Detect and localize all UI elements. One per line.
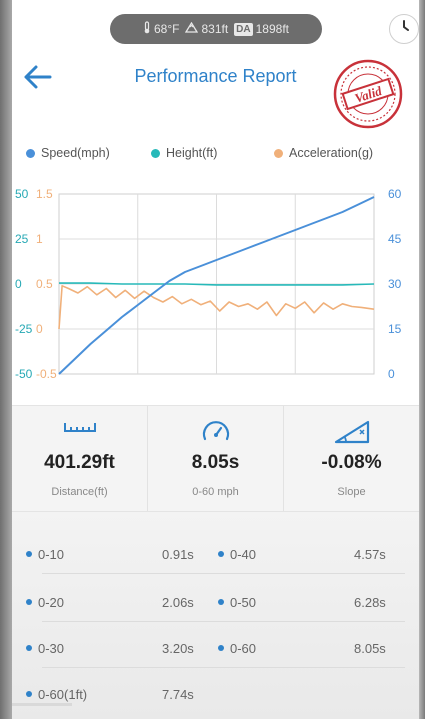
chart-legend: Speed(mph) Height(ft) Acceleration(g) [12, 146, 419, 166]
split-label: 0-60 [230, 640, 257, 656]
legend-height: Height(ft) [151, 146, 217, 160]
split-label: 0-40 [230, 546, 257, 562]
row-divider [42, 573, 405, 574]
acceleration-tick-label: -0.5 [36, 367, 57, 381]
temperature-value: 68°F [153, 22, 180, 36]
split-label: 0-30 [38, 640, 65, 656]
stats-panel: 401.29ft Distance(ft) 8.05s 0-60 mph -0.… [12, 405, 419, 512]
legend-acceleration-label: Acceleration(g) [289, 146, 374, 160]
height-tick-label: -25 [15, 322, 33, 336]
speedometer-icon [201, 420, 231, 447]
altitude-value: 831ft [201, 22, 229, 36]
device-edge-left [0, 0, 12, 719]
bullet-dot [26, 551, 32, 557]
split-time: 4.57s [354, 546, 386, 562]
series-line-acceleration [58, 285, 375, 330]
page-title: Performance Report [134, 66, 297, 86]
legend-speed-label: Speed(mph) [41, 146, 110, 160]
speed-tick-label: 0 [388, 367, 395, 381]
thermometer-icon [143, 21, 151, 37]
conditions-bar: 68°F 831ft DA 1898ft [110, 14, 322, 44]
split-row: 0-20 2.06s 0-50 6.28s [12, 582, 419, 622]
acceleration-tick-label: 0 [36, 322, 43, 336]
bullet-dot [218, 551, 224, 557]
height-tick-label: 0 [15, 277, 22, 291]
split-item: 0-50 [218, 582, 256, 622]
altitude-readout: 831ft [185, 21, 229, 36]
zero-to-sixty-label: 0-60 mph [192, 486, 239, 498]
split-time: 7.74s [162, 686, 194, 702]
stat-distance: 401.29ft Distance(ft) [12, 406, 148, 511]
density-altitude-value: 1898ft [255, 22, 289, 36]
legend-height-swatch [151, 148, 160, 158]
acceleration-tick-label: 1.5 [36, 187, 53, 201]
split-label: 0-10 [38, 546, 65, 562]
acceleration-tick-label: 0.5 [36, 277, 53, 291]
split-time: 2.06s [162, 594, 194, 610]
clock-icon [394, 17, 414, 42]
series-line-height [59, 282, 375, 286]
history-button[interactable] [389, 14, 419, 44]
stat-zero-to-sixty: 8.05s 0-60 mph [148, 406, 284, 511]
da-badge: DA [234, 22, 253, 36]
split-time: 3.20s [162, 640, 194, 656]
split-label: 0-50 [230, 594, 257, 610]
bullet-dot [26, 599, 32, 605]
split-item: 0-20 [26, 582, 64, 622]
split-item: 0-60 [218, 628, 256, 668]
mountain-icon [185, 21, 199, 36]
valid-stamp: Valid [332, 58, 404, 130]
device-edge-right [419, 0, 425, 719]
density-altitude-readout: DA 1898ft [234, 22, 289, 36]
progress-indicator [12, 703, 72, 706]
legend-speed: Speed(mph) [26, 146, 110, 160]
slope-icon [334, 420, 370, 449]
legend-acceleration-swatch [274, 148, 283, 158]
bullet-dot [218, 645, 224, 651]
height-tick-label: 50 [15, 187, 29, 201]
distance-value: 401.29ft [44, 452, 115, 473]
split-time: 8.05s [354, 640, 386, 656]
speed-tick-label: 45 [388, 232, 402, 246]
slope-label: Slope [337, 486, 366, 498]
legend-speed-swatch [26, 148, 35, 158]
ruler-icon [63, 420, 97, 439]
split-row: 0-30 3.20s 0-60 8.05s [12, 628, 419, 668]
distance-label: Distance(ft) [51, 486, 108, 498]
app-screen: 68°F 831ft DA 1898ft Performance Report [12, 0, 419, 719]
split-label: 0-20 [38, 594, 65, 610]
bullet-dot [218, 599, 224, 605]
bullet-dot [26, 645, 32, 651]
series-line-speed [58, 196, 375, 375]
split-time: 6.28s [354, 594, 386, 610]
split-label: 0-60(1ft) [38, 686, 88, 702]
row-divider [42, 667, 405, 668]
split-item: 0-60(1ft) [26, 674, 87, 714]
legend-height-label: Height(ft) [166, 146, 218, 160]
arrow-left-icon [22, 65, 54, 96]
speed-tick-label: 60 [388, 187, 402, 201]
row-divider [42, 621, 405, 622]
split-item: 0-30 [26, 628, 64, 668]
height-tick-label: 25 [15, 232, 29, 246]
back-button[interactable] [22, 62, 54, 92]
legend-acceleration: Acceleration(g) [274, 146, 373, 160]
bullet-dot [26, 691, 32, 697]
split-item: 0-10 [26, 534, 64, 574]
split-row: 0-60(1ft) 7.74s [12, 674, 419, 714]
speed-tick-label: 15 [388, 322, 402, 336]
slope-value: -0.08% [321, 452, 382, 473]
split-time: 0.91s [162, 546, 194, 562]
split-times-list: 0-10 0.91s 0-40 4.57s 0-20 2.06s 0-50 6.… [12, 512, 419, 719]
speed-tick-label: 30 [388, 277, 402, 291]
acceleration-tick-label: 1 [36, 232, 43, 246]
split-row: 0-10 0.91s 0-40 4.57s [12, 534, 419, 574]
height-tick-label: -50 [15, 367, 33, 381]
zero-to-sixty-value: 8.05s [191, 452, 240, 473]
temperature-readout: 68°F [143, 21, 179, 37]
split-item: 0-40 [218, 534, 256, 574]
stat-slope: -0.08% Slope [284, 406, 419, 511]
